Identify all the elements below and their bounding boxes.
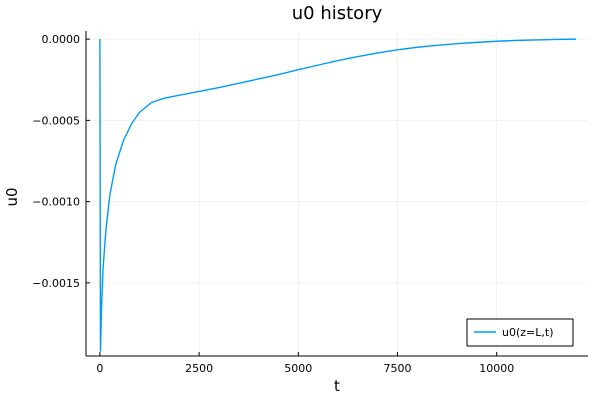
y-axis-label: u0 — [3, 187, 21, 206]
x-tick-label: 2500 — [185, 362, 213, 375]
grid — [86, 31, 588, 356]
y-tick-label: −0.0005 — [32, 114, 80, 127]
series-group — [99, 38, 577, 352]
legend: u0(z=L,t) — [466, 318, 574, 347]
legend-entry: u0(z=L,t) — [502, 326, 553, 339]
series-line — [99, 38, 577, 352]
y-tick-label: −0.0010 — [32, 196, 80, 209]
y-tick-label: 0.0000 — [42, 33, 81, 46]
ticks: 0 2500 5000 7500 10000 0.0000 −0.0005 −0.0010 −0… — [32, 33, 514, 375]
x-tick-label: 0 — [96, 362, 103, 375]
y-tick-label: −0.0015 — [32, 277, 80, 290]
x-tick-label: 5000 — [284, 362, 312, 375]
x-tick-label: 7500 — [384, 362, 412, 375]
x-tick-label: 10000 — [479, 362, 514, 375]
plot-frame — [85, 31, 588, 357]
chart-title: u0 history — [292, 3, 383, 24]
x-axis-label: t — [334, 377, 340, 395]
